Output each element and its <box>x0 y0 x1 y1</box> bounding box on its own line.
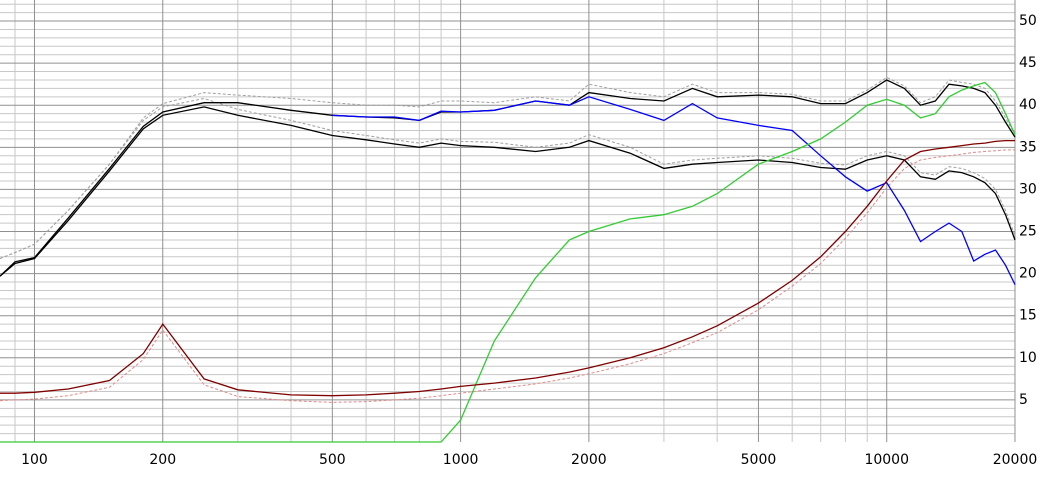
y-tick-label: 45 <box>1019 55 1037 71</box>
y-tick-label: 30 <box>1019 181 1037 197</box>
y-tick-label: 40 <box>1019 97 1037 113</box>
series-line <box>0 97 1016 259</box>
series-line <box>0 76 1016 259</box>
series-line <box>0 81 1016 443</box>
y-tick-label: 15 <box>1019 308 1037 324</box>
series-line <box>0 79 1016 277</box>
y-tick-label: 25 <box>1019 224 1037 240</box>
y-tick-label: 20 <box>1019 266 1037 282</box>
x-tick-label: 100 <box>21 452 48 468</box>
x-tick-label: 10000 <box>864 452 909 468</box>
series-line <box>0 106 1016 277</box>
x-tick-label: 5000 <box>741 452 777 468</box>
y-tick-label: 10 <box>1019 350 1037 366</box>
y-tick-label: 5 <box>1019 392 1028 408</box>
y-tick-label: 50 <box>1019 13 1037 29</box>
series-line <box>0 139 1015 397</box>
y-tick-label: 35 <box>1019 139 1037 155</box>
x-tick-label: 500 <box>319 452 346 468</box>
x-tick-label: 20000 <box>993 452 1038 468</box>
x-tick-label: 200 <box>149 452 176 468</box>
x-tick-label: 1000 <box>443 452 479 468</box>
x-tick-label: 2000 <box>571 452 607 468</box>
series-line <box>332 96 1016 285</box>
